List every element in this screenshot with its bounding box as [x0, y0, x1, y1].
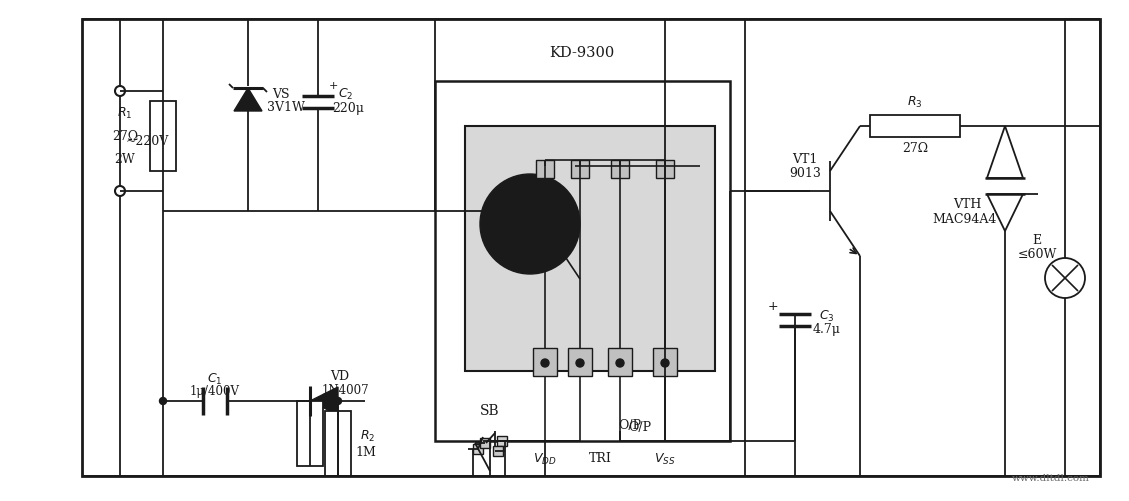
Text: www.dltdl.com: www.dltdl.com	[1012, 474, 1089, 483]
Polygon shape	[310, 387, 338, 415]
Text: VS: VS	[272, 88, 290, 101]
Text: $R_3$: $R_3$	[908, 95, 922, 110]
Text: VT1: VT1	[793, 152, 817, 165]
Text: VD: VD	[331, 371, 350, 383]
Text: ≤60W: ≤60W	[1017, 247, 1057, 261]
Text: $C_3$: $C_3$	[820, 309, 834, 324]
Text: 220μ: 220μ	[332, 102, 364, 115]
Polygon shape	[234, 88, 262, 111]
Text: ~220V: ~220V	[125, 134, 168, 147]
Text: 1N4007: 1N4007	[321, 383, 369, 396]
Bar	[150, 101, 176, 171]
Bar	[656, 160, 674, 178]
Circle shape	[660, 359, 669, 367]
Bar	[609, 348, 632, 376]
Text: $V_{SS}$: $V_{SS}$	[655, 451, 675, 466]
Bar	[536, 160, 554, 178]
Bar	[493, 446, 504, 456]
Text: 27Ω: 27Ω	[902, 141, 928, 154]
Text: $C_2$: $C_2$	[339, 87, 353, 102]
Text: TRI: TRI	[588, 452, 612, 465]
Bar	[568, 348, 592, 376]
Text: SB: SB	[480, 404, 500, 418]
Text: 27Ω: 27Ω	[112, 129, 138, 142]
Text: 4.7μ: 4.7μ	[813, 324, 841, 337]
Text: VTH: VTH	[953, 197, 981, 210]
Bar	[653, 348, 677, 376]
Text: +: +	[329, 81, 339, 91]
Text: 1μ/400V: 1μ/400V	[190, 385, 240, 398]
Bar	[325, 411, 351, 476]
Bar	[480, 438, 490, 448]
Text: $C_1$: $C_1$	[208, 371, 222, 387]
Bar	[473, 444, 483, 454]
Text: 2W: 2W	[115, 152, 135, 165]
Bar	[297, 401, 323, 466]
Text: MAC94A4: MAC94A4	[933, 212, 997, 225]
Text: 1M: 1M	[356, 445, 376, 458]
Bar	[611, 160, 629, 178]
Circle shape	[541, 359, 549, 367]
Circle shape	[334, 397, 341, 404]
Circle shape	[616, 359, 624, 367]
Text: $V_{DD}$: $V_{DD}$	[533, 451, 557, 466]
Bar	[533, 348, 557, 376]
Text: E: E	[1032, 233, 1042, 246]
Bar	[497, 436, 507, 446]
Bar	[870, 115, 960, 137]
Text: O/P: O/P	[619, 419, 641, 432]
Text: 9013: 9013	[789, 166, 821, 179]
Bar	[465, 126, 715, 371]
Text: KD-9300: KD-9300	[550, 46, 614, 60]
Circle shape	[159, 397, 166, 404]
Bar	[571, 160, 589, 178]
Text: +: +	[768, 300, 778, 313]
Text: 3V1W: 3V1W	[268, 101, 305, 114]
Circle shape	[480, 174, 580, 274]
Text: $R_1$: $R_1$	[117, 105, 133, 121]
Text: $R_2$: $R_2$	[360, 428, 376, 443]
Circle shape	[576, 359, 584, 367]
Bar	[435, 81, 730, 441]
Text: O/P: O/P	[629, 420, 651, 433]
